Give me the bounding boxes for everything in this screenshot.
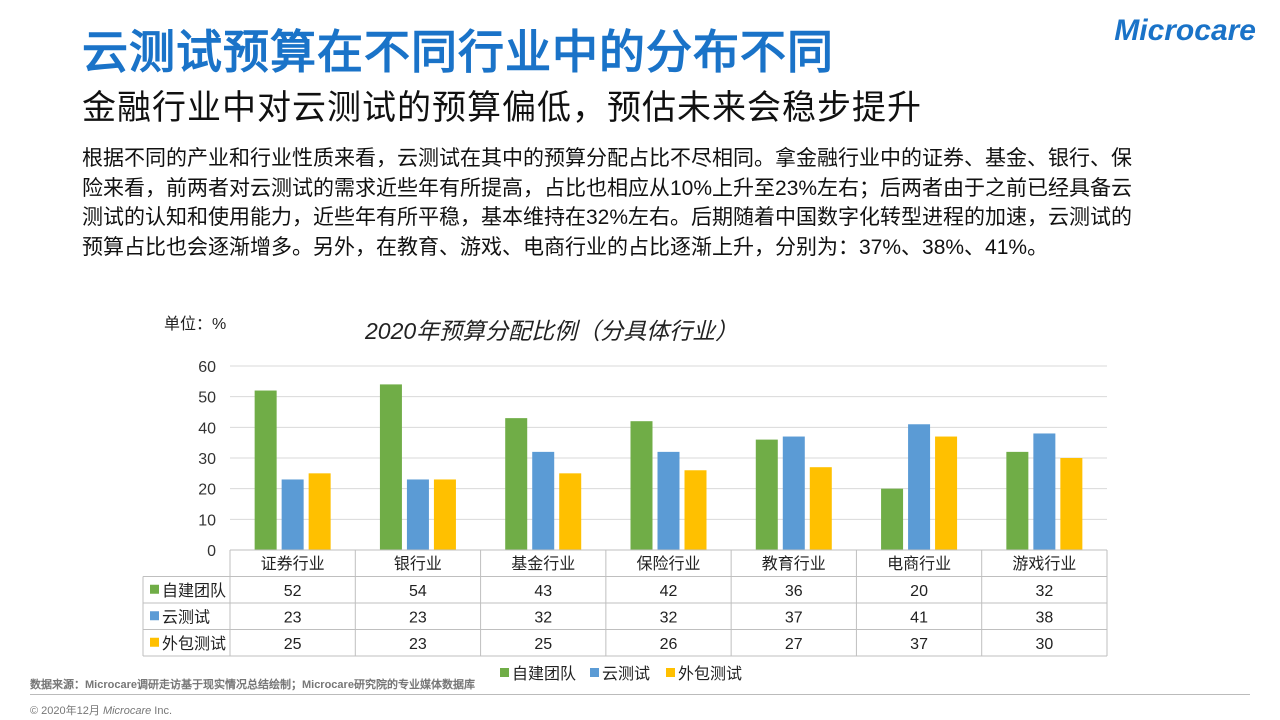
brand-logo: Microcare bbox=[1114, 14, 1256, 47]
table-legend-key bbox=[150, 611, 159, 621]
data-label: 25 bbox=[284, 636, 302, 653]
legend-label: 自建团队 bbox=[512, 665, 576, 683]
data-label: 32 bbox=[534, 609, 552, 626]
bar-3 bbox=[809, 467, 832, 550]
footer-divider bbox=[30, 694, 1250, 695]
y-tick-label: 0 bbox=[207, 543, 216, 560]
data-label: 38 bbox=[1035, 609, 1053, 626]
bar-2 bbox=[532, 451, 555, 550]
bar-3 bbox=[433, 479, 456, 550]
data-label: 27 bbox=[785, 636, 803, 653]
data-label: 20 bbox=[910, 583, 928, 600]
bar-3 bbox=[684, 470, 707, 550]
bar-2 bbox=[406, 479, 429, 550]
x-category-label: 游戏行业 bbox=[1012, 555, 1076, 573]
bar-1 bbox=[1006, 451, 1029, 550]
bar-1 bbox=[881, 488, 904, 550]
bar-1 bbox=[755, 439, 778, 550]
bar-2 bbox=[782, 436, 805, 550]
data-label: 37 bbox=[785, 609, 803, 626]
bar-3 bbox=[1060, 458, 1083, 550]
data-label: 23 bbox=[409, 636, 427, 653]
data-label: 43 bbox=[534, 583, 552, 600]
data-label: 23 bbox=[284, 609, 302, 626]
data-label: 26 bbox=[660, 636, 678, 653]
data-label: 25 bbox=[534, 636, 552, 653]
data-label: 41 bbox=[910, 609, 928, 626]
bar-2 bbox=[1033, 433, 1056, 550]
page-subtitle: 金融行业中对云测试的预算偏低，预估未来会稳步提升 bbox=[82, 89, 922, 127]
bar-2 bbox=[908, 424, 931, 550]
x-category-label: 银行业 bbox=[394, 555, 442, 573]
footer-copyright: © 2020年12月 Microcare Inc. bbox=[30, 702, 172, 718]
y-tick-label: 20 bbox=[198, 482, 216, 499]
page-title: 云测试预算在不同行业中的分布不同 bbox=[82, 26, 834, 78]
data-label: 30 bbox=[1035, 636, 1053, 653]
bar-3 bbox=[308, 473, 331, 550]
legend-key bbox=[666, 668, 675, 677]
x-category-label: 电商行业 bbox=[887, 555, 951, 573]
bar-2 bbox=[657, 451, 680, 550]
y-tick-label: 30 bbox=[198, 451, 216, 468]
bar-1 bbox=[505, 418, 528, 550]
data-label: 36 bbox=[785, 583, 803, 600]
x-category-label: 基金行业 bbox=[511, 555, 575, 573]
bar-2 bbox=[281, 479, 304, 550]
x-category-label: 保险行业 bbox=[636, 555, 700, 573]
copyright-suffix: Inc. bbox=[151, 705, 173, 717]
copyright-brand: Microcare bbox=[102, 705, 152, 717]
bar-1 bbox=[379, 384, 402, 550]
y-tick-label: 50 bbox=[198, 390, 216, 407]
table-series-label: 自建团队 bbox=[162, 582, 226, 600]
data-label: 52 bbox=[284, 583, 302, 600]
y-tick-label: 10 bbox=[198, 512, 216, 529]
footer-source: 数据来源：Microcare调研走访基于现实情况总结绘制；Microcare研究… bbox=[30, 679, 475, 691]
legend-key bbox=[500, 668, 509, 677]
bar-3 bbox=[935, 436, 958, 550]
table-series-label: 云测试 bbox=[162, 608, 210, 626]
chart-unit-label: 单位：% bbox=[164, 316, 227, 333]
y-tick-label: 40 bbox=[198, 420, 216, 437]
bar-1 bbox=[254, 390, 277, 550]
legend-label: 云测试 bbox=[602, 665, 650, 683]
data-label: 23 bbox=[409, 609, 427, 626]
body-paragraph: 根据不同的产业和行业性质来看，云测试在其中的预算分配占比不尽相同。拿金融行业中的… bbox=[82, 147, 1133, 259]
legend-key bbox=[590, 668, 599, 677]
chart-title: 2020年预算分配比例（分具体行业） bbox=[365, 318, 739, 344]
bar-1 bbox=[630, 421, 653, 550]
data-label: 54 bbox=[409, 583, 427, 600]
data-label: 32 bbox=[1035, 583, 1053, 600]
x-category-label: 教育行业 bbox=[762, 555, 826, 573]
data-label: 32 bbox=[660, 609, 678, 626]
table-legend-key bbox=[150, 584, 159, 594]
legend-label: 外包测试 bbox=[678, 665, 742, 683]
x-category-label: 证券行业 bbox=[261, 555, 325, 573]
table-legend-key bbox=[150, 637, 159, 647]
data-label: 42 bbox=[660, 583, 678, 600]
y-tick-label: 60 bbox=[198, 359, 216, 376]
bar-3 bbox=[559, 473, 582, 550]
copyright-prefix: © 2020年12月 bbox=[30, 705, 103, 717]
table-series-label: 外包测试 bbox=[162, 635, 226, 653]
data-label: 37 bbox=[910, 636, 928, 653]
